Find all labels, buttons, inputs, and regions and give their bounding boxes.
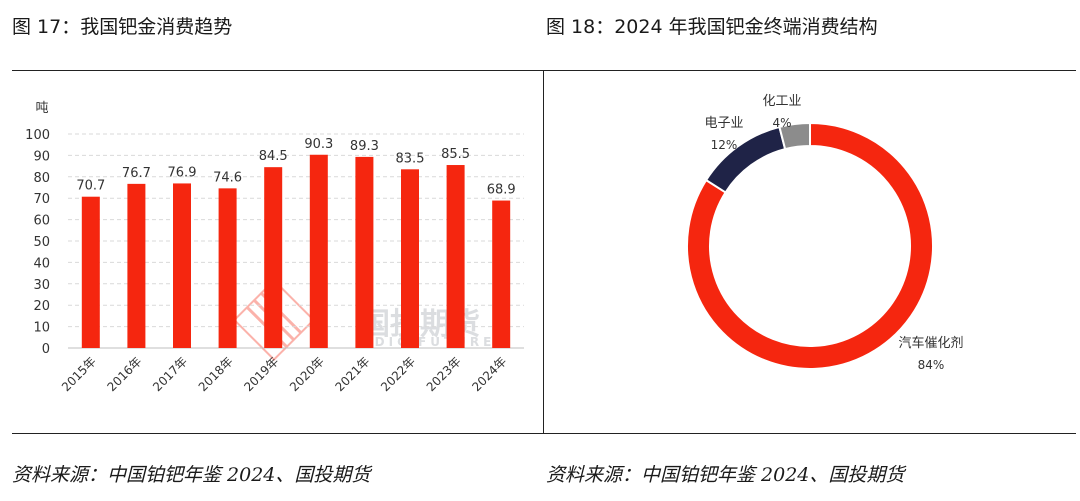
bar-data-labels: 70.7 76.7 76.9 74.6 84.5 90.3 89.3 83.5 85.5 68.9 [76, 137, 515, 198]
y-tick-label: 80 [33, 171, 50, 186]
y-unit-label: 吨 [35, 101, 48, 116]
y-tick-label: 60 [33, 214, 50, 229]
slice-label: 汽车催化剂 [898, 335, 963, 351]
bar-data-label: 90.3 [304, 137, 333, 152]
bar-data-label: 70.7 [76, 179, 105, 194]
bar-data-label: 68.9 [487, 183, 516, 198]
bar-data-label: 76.9 [168, 165, 197, 180]
bar [446, 165, 465, 348]
bottom-rule [12, 433, 1076, 434]
slice-label: 电子业 [704, 116, 743, 131]
right-source-note: 资料来源：中国铂钯年鉴 2024、国投期货 [546, 464, 905, 486]
x-tick-label: 2023年 [424, 354, 464, 394]
donut-slices [686, 121, 934, 370]
x-tick-label: 2020年 [287, 354, 327, 394]
bar-x-tick-labels: 2015年 2016年 2017年 2018年 2019年 2020年 2021年 2022年… [59, 354, 509, 394]
bar-chart: 国投期货 SDIC FUTURES 0102030405060708090100… [25, 101, 524, 394]
donut-slice [704, 125, 787, 194]
watermark-en: SDIC FUTURES [362, 335, 508, 349]
x-tick-label: 2019年 [241, 354, 281, 394]
bar [355, 156, 374, 348]
bar [264, 167, 283, 348]
donut-chart: 汽车催化剂 84% 电子业 12% 化工业 4% [686, 94, 964, 372]
x-tick-label: 2018年 [196, 354, 236, 394]
y-tick-label: 100 [25, 128, 50, 143]
x-tick-label: 2024年 [469, 354, 509, 394]
slice-value-label: 12% [711, 138, 738, 152]
x-tick-label: 2017年 [150, 354, 190, 394]
y-tick-label: 0 [42, 342, 50, 357]
bar-data-label: 74.6 [213, 170, 242, 185]
right-figure-title: 图 18：2024 年我国钯金终端消费结构 [546, 16, 878, 38]
left-source-note: 资料来源：中国铂钯年鉴 2024、国投期货 [12, 464, 371, 486]
panel-divider [543, 70, 544, 433]
y-tick-label: 70 [33, 192, 50, 207]
y-tick-label: 20 [33, 299, 50, 314]
bar-y-tick-labels: 0 10 20 30 40 50 60 70 80 90 100 [25, 128, 50, 357]
bar-data-label: 84.5 [259, 149, 288, 164]
donut-labels: 汽车催化剂 84% 电子业 12% 化工业 4% [704, 94, 963, 372]
bar [127, 183, 146, 348]
left-figure-title: 图 17：我国钯金消费趋势 [12, 16, 233, 38]
bar [401, 169, 419, 348]
slice-label: 化工业 [762, 94, 801, 109]
slice-value-label: 84% [918, 358, 945, 372]
y-tick-label: 90 [33, 149, 50, 164]
x-tick-label: 2021年 [333, 354, 373, 394]
bar-data-label: 89.3 [350, 139, 379, 154]
x-tick-label: 2016年 [105, 354, 145, 394]
bar-data-label: 76.7 [122, 166, 151, 181]
bar-data-label: 85.5 [441, 147, 470, 162]
donut-slice [686, 121, 934, 370]
bar [309, 154, 328, 348]
x-tick-label: 2022年 [378, 354, 418, 394]
x-tick-label: 2015年 [59, 354, 99, 394]
bar [218, 188, 237, 348]
y-tick-label: 40 [33, 256, 50, 271]
bar [173, 183, 191, 348]
bar [492, 200, 511, 348]
bar [81, 196, 100, 348]
y-tick-label: 30 [33, 278, 50, 293]
bar-marks [81, 154, 511, 348]
slice-value-label: 4% [772, 116, 791, 130]
y-tick-label: 10 [33, 321, 50, 336]
y-tick-label: 50 [33, 235, 50, 250]
top-rule [12, 70, 1076, 71]
donut-slice [778, 121, 811, 151]
bar-data-label: 83.5 [396, 151, 425, 166]
